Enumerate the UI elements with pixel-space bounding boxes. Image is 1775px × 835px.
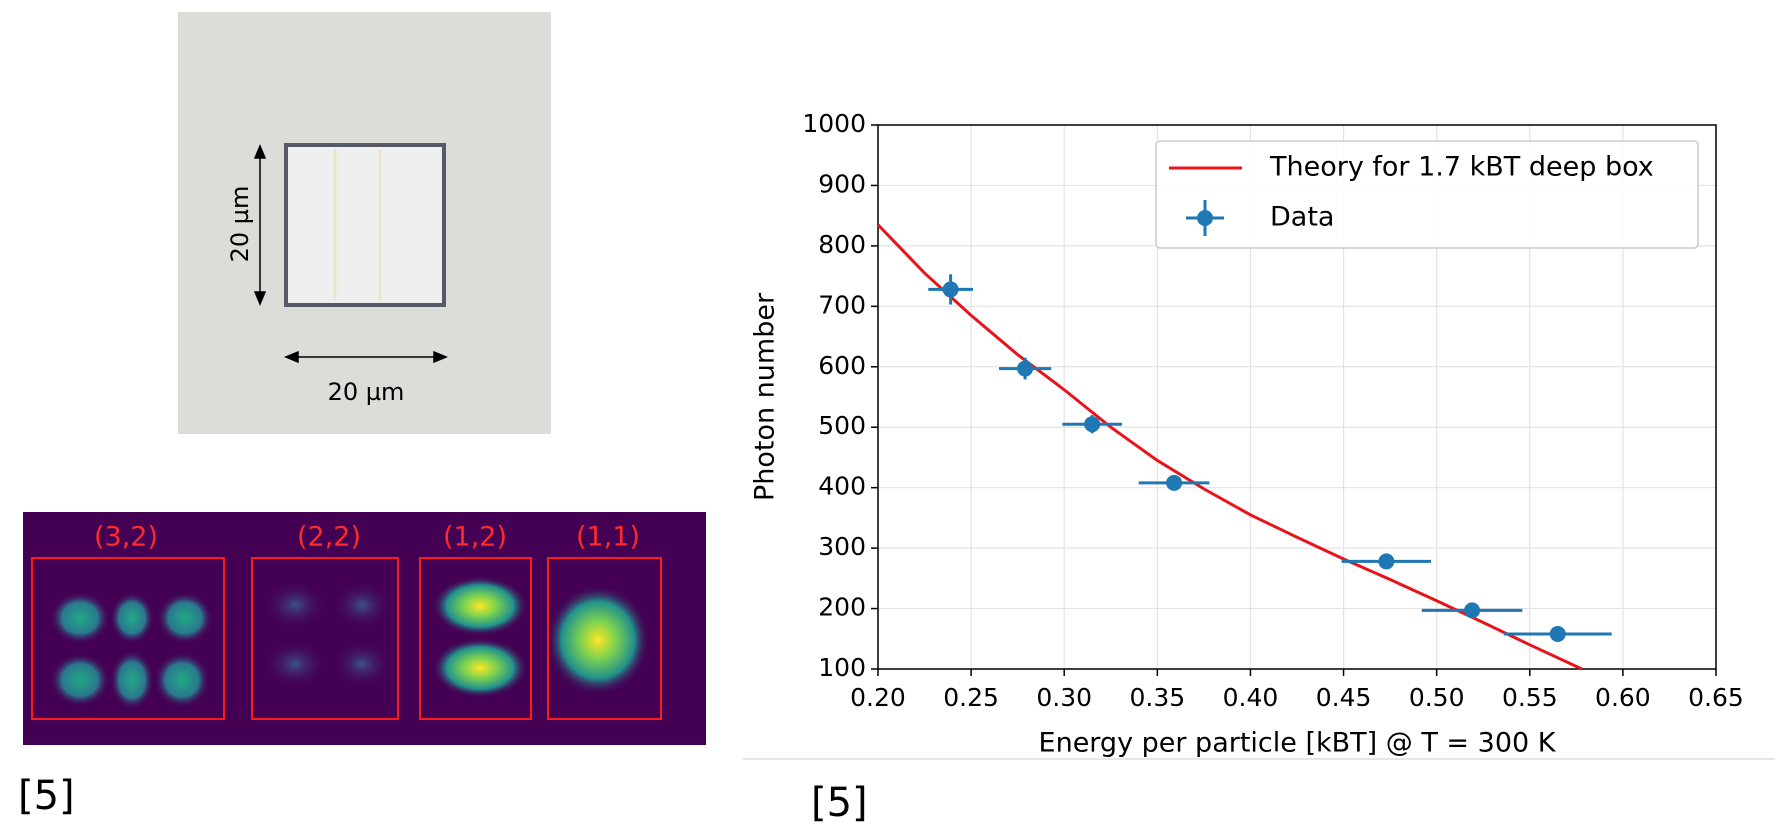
mode-label: (2,2) [297, 522, 361, 553]
x-tick-label: 0.30 [1036, 683, 1092, 712]
legend-label: Data [1270, 202, 1334, 233]
x-tick-label: 0.45 [1316, 683, 1372, 712]
mode-label: (1,2) [443, 522, 507, 553]
y-tick-label: 100 [818, 653, 866, 682]
mode-label: (1,1) [576, 522, 640, 553]
chart: 100 200 300 400 500 600 700 800 900 1000 0.20 0.25 0… [750, 109, 1744, 759]
y-tick-label: 600 [818, 351, 866, 380]
data-point [1166, 474, 1183, 491]
x-tick-label: 0.60 [1595, 683, 1651, 712]
citation: [5] [18, 773, 75, 819]
y-tick-label: 700 [818, 290, 866, 319]
x-tick-label: 0.65 [1688, 683, 1744, 712]
plot-frame [877, 124, 1717, 670]
x-tick-label: 0.20 [850, 683, 906, 712]
x-tick-label: 0.25 [943, 683, 999, 712]
horizontal-scale-label: 20 µm [328, 378, 405, 406]
y-tick-label: 300 [818, 532, 866, 561]
legend: Theory for 1.7 kBT deep box Data [1155, 140, 1699, 249]
citation: [5] [811, 780, 868, 826]
data-point [1084, 416, 1101, 433]
x-axis-label: Energy per particle [kBT] @ T = 300 K [1039, 728, 1557, 759]
mode-spots [50, 576, 650, 710]
vertical-scale-label: 20 µm [226, 186, 254, 263]
y-axis-label: Photon number [750, 292, 781, 501]
data-point [1464, 602, 1481, 619]
arrows [253, 144, 448, 364]
y-tick-label: 400 [818, 472, 866, 501]
x-tick-label: 0.55 [1502, 683, 1558, 712]
y-tick-label: 1000 [802, 109, 866, 138]
legend-marker [1197, 210, 1213, 226]
data-point [942, 281, 959, 298]
x-tick-label: 0.35 [1129, 683, 1185, 712]
x-tick-label: 0.50 [1409, 683, 1465, 712]
box-outline [284, 143, 446, 307]
x-tick-label: 0.40 [1223, 683, 1279, 712]
data-point [1017, 360, 1034, 377]
legend-box [1155, 140, 1699, 249]
legend-label: Theory for 1.7 kBT deep box [1269, 152, 1654, 183]
mode-boxes [31, 557, 662, 720]
data-point [1549, 625, 1566, 642]
y-tick-label: 900 [818, 169, 866, 198]
y-tick-label: 800 [818, 230, 866, 259]
mode-label: (3,2) [94, 522, 158, 553]
y-tick-label: 500 [818, 411, 866, 440]
theory-curve [876, 223, 1583, 671]
data-point [1378, 553, 1395, 570]
y-tick-label: 200 [818, 593, 866, 622]
